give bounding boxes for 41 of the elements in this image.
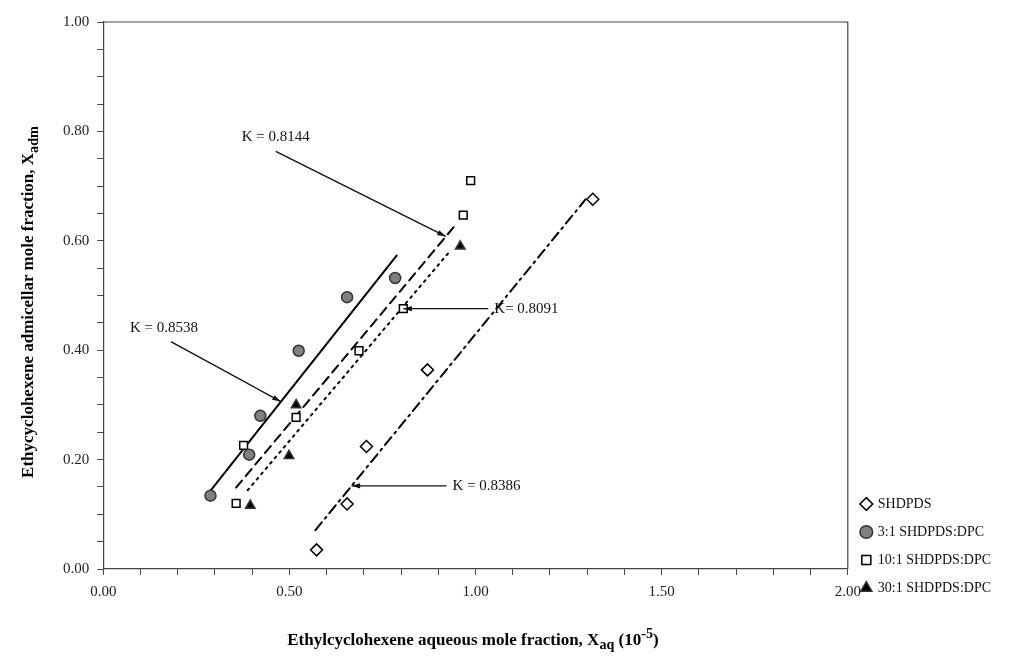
point [283,449,295,460]
x-tick-label: 0.00 [90,582,117,599]
x-tick-label: 2.00 [834,582,861,599]
point [466,175,476,186]
point [586,192,600,206]
annotation: K = 0.8386 [452,476,522,493]
point [290,398,302,409]
point [354,346,364,356]
y-tick-label: 0.20 [63,450,90,467]
y-tick-label: 1.00 [63,12,90,29]
y-tick-label: 0.00 [63,559,90,576]
point [242,448,256,461]
point [292,344,305,357]
y-tick-label: 0.40 [63,341,90,358]
x-axis-title: Ethylcyclohexene aqueous mole fraction, X$_{aq}$ (10$^{-5}$) [286,625,660,654]
point [254,409,267,423]
point [340,290,354,304]
x-tick-label: 0.50 [276,582,303,599]
annotation: K = 0.8144 [241,128,311,145]
point [340,497,354,511]
point [238,440,249,451]
legend-label: 10:1 SHDPDS:DPC [877,551,991,567]
point [291,412,301,423]
point [244,499,256,510]
point [204,489,217,502]
legend-label: 3:1 SHDPDS:DPC [877,523,984,539]
point [231,498,241,508]
annotation: K= 0.8091 [494,299,559,316]
x-tick-label: 1.00 [462,582,489,599]
annotation: K = 0.8538 [130,318,199,335]
point [388,271,402,285]
point [309,543,324,557]
y-tick-label: 0.80 [63,122,90,139]
point [359,439,374,454]
x-tick-label: 1.50 [648,582,675,599]
y-tick-label: 0.60 [63,231,90,248]
point [454,240,466,250]
point [420,363,435,377]
legend-label: SHDPDS [877,495,932,511]
legend-label: 30:1 SHDPDS:DPC [877,579,991,595]
point [458,210,468,220]
